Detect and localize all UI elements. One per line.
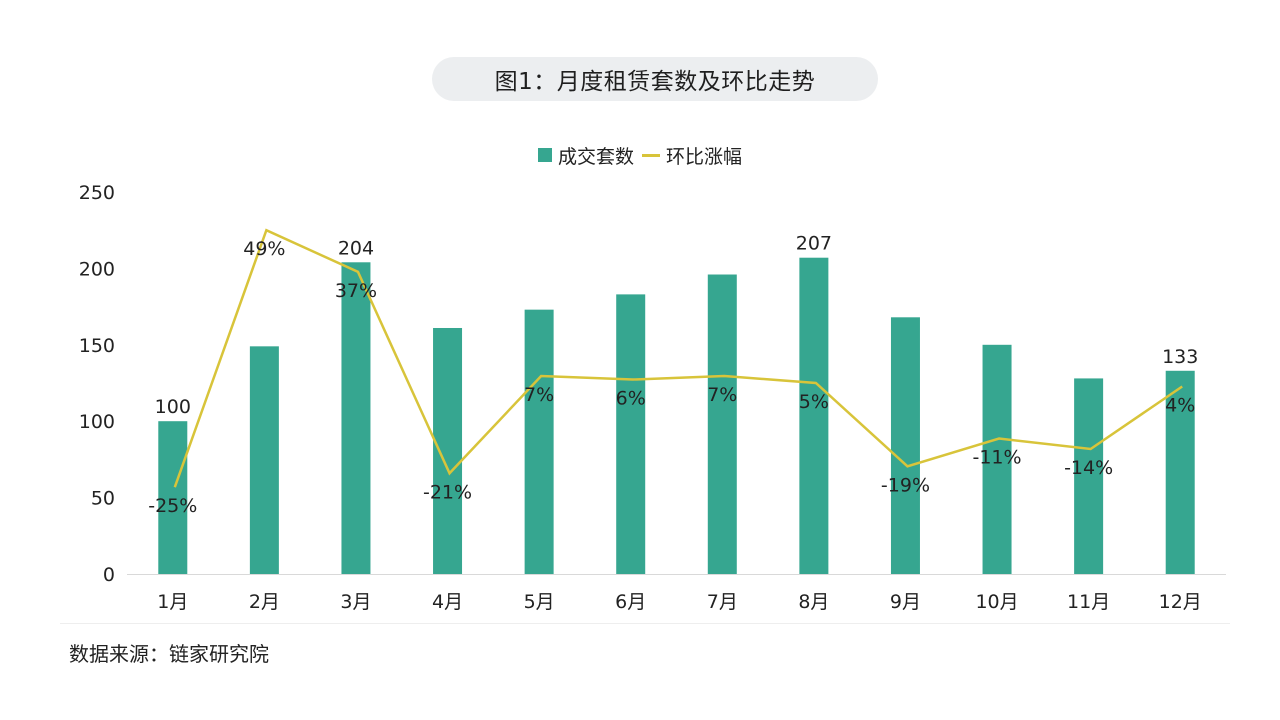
bar-data-label: 204 <box>338 237 374 259</box>
y-tick-label: 150 <box>79 335 115 357</box>
y-tick-label: 0 <box>103 564 115 586</box>
source-note: 数据来源：链家研究院 <box>69 642 269 666</box>
line-data-label: 7% <box>524 384 554 406</box>
x-tick-label: 7月 <box>707 591 738 613</box>
x-tick-label: 12月 <box>1159 591 1202 613</box>
bar-11月 <box>1074 378 1104 574</box>
bar-2月 <box>249 346 279 574</box>
line-data-label: 4% <box>1165 394 1195 416</box>
x-tick-label: 5月 <box>524 591 555 613</box>
y-tick-label: 50 <box>91 488 115 510</box>
bar-10月 <box>982 344 1012 574</box>
line-data-label: -14% <box>1064 457 1113 479</box>
line-data-label: -21% <box>423 481 472 503</box>
bar-data-label: 133 <box>1162 346 1198 368</box>
legend: 成交套数 环比涨幅 <box>0 142 1280 168</box>
bar-3月 <box>341 262 371 574</box>
line-data-label: 5% <box>799 391 829 413</box>
x-tick-label: 2月 <box>249 591 280 613</box>
legend-item-bars: 成交套数 <box>537 142 634 169</box>
line-data-label: 37% <box>335 280 377 302</box>
line-data-label: -25% <box>148 495 197 517</box>
bar-8月 <box>799 257 829 574</box>
bar-data-label: 100 <box>155 396 191 418</box>
bar-1月 <box>158 421 188 574</box>
bar-12月 <box>1165 370 1195 574</box>
x-tick-label: 10月 <box>975 591 1018 613</box>
chart-title: 图1：月度租赁套数及环比走势 <box>432 57 878 101</box>
line-data-label: -11% <box>972 447 1021 469</box>
legend-label-line: 环比涨幅 <box>666 145 743 168</box>
bar-4月 <box>433 327 463 574</box>
y-tick-label: 200 <box>79 258 115 280</box>
y-tick-label: 100 <box>79 411 115 433</box>
growth-line <box>173 228 1183 488</box>
legend-item-line: 环比涨幅 <box>642 142 742 169</box>
bar-data-label: 207 <box>796 233 832 255</box>
bar-5月 <box>524 309 554 574</box>
x-tick-label: 8月 <box>798 591 829 613</box>
x-tick-label: 4月 <box>432 591 463 613</box>
legend-swatch-line <box>642 153 660 157</box>
legend-swatch-bars <box>537 148 552 162</box>
line-data-label: 49% <box>243 238 285 260</box>
line-data-label: -19% <box>881 474 930 496</box>
x-tick-label: 6月 <box>615 591 646 613</box>
bar-6月 <box>616 294 646 574</box>
x-tick-label: 1月 <box>157 591 188 613</box>
bar-7月 <box>707 274 737 574</box>
x-tick-label: 3月 <box>340 591 371 613</box>
x-tick-label: 9月 <box>890 591 921 613</box>
line-data-label: 6% <box>616 388 646 410</box>
legend-label-bars: 成交套数 <box>557 145 634 168</box>
y-tick-label: 250 <box>79 182 115 204</box>
line-data-label: 7% <box>707 384 737 406</box>
x-tick-label: 11月 <box>1067 591 1110 613</box>
bar-9月 <box>890 317 920 574</box>
